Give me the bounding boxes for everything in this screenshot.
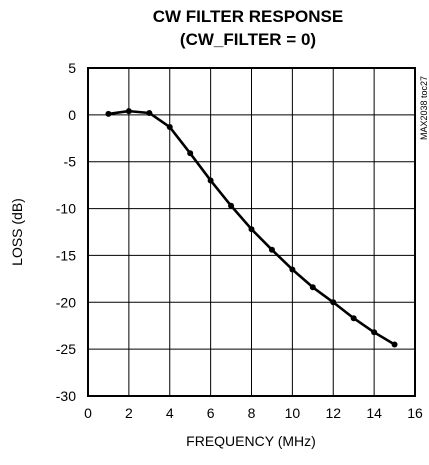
chart-subtitle: (CW_FILTER = 0)	[180, 30, 316, 49]
data-point	[166, 124, 173, 131]
data-point	[330, 299, 337, 306]
y-tick-label: -15	[56, 247, 76, 263]
y-tick-label: -20	[56, 294, 76, 310]
x-tick-label: 4	[166, 405, 174, 421]
x-tick-label: 6	[207, 405, 215, 421]
x-tick-label: 0	[84, 405, 92, 421]
x-axis-label: FREQUENCY (MHz)	[186, 433, 316, 449]
data-point	[105, 110, 112, 117]
data-point	[187, 150, 194, 157]
data-point	[391, 341, 398, 348]
data-point	[350, 315, 357, 322]
data-point	[289, 266, 296, 273]
tick-label-layer: 0 2 4 6 8 10 12 14 16 5 0 -5 -10 -15 -20 -25 -30	[56, 60, 423, 421]
x-tick-label: 8	[248, 405, 256, 421]
data-point	[268, 246, 275, 253]
data-point	[228, 202, 235, 209]
y-tick-label: -30	[56, 388, 76, 404]
series-layer	[105, 108, 398, 348]
chart-annotation: MAX2038 toc27	[419, 76, 429, 140]
data-point	[309, 284, 316, 291]
y-tick-label: 5	[68, 60, 76, 76]
data-point	[125, 108, 132, 115]
x-tick-label: 14	[366, 405, 382, 421]
data-point	[248, 226, 255, 233]
chart-title: CW FILTER RESPONSE	[153, 7, 343, 26]
data-point	[207, 177, 214, 184]
y-tick-label: -25	[56, 341, 76, 357]
data-point	[371, 329, 378, 336]
x-tick-label: 16	[407, 405, 423, 421]
x-tick-label: 2	[125, 405, 133, 421]
plot-frame	[87, 67, 416, 397]
data-point	[146, 109, 153, 116]
x-tick-label: 12	[325, 405, 341, 421]
y-tick-label: -5	[64, 154, 77, 170]
y-tick-label: -10	[56, 201, 76, 217]
y-tick-label: 0	[68, 107, 76, 123]
y-axis-label: LOSS (dB)	[9, 198, 25, 266]
x-tick-label: 10	[285, 405, 301, 421]
